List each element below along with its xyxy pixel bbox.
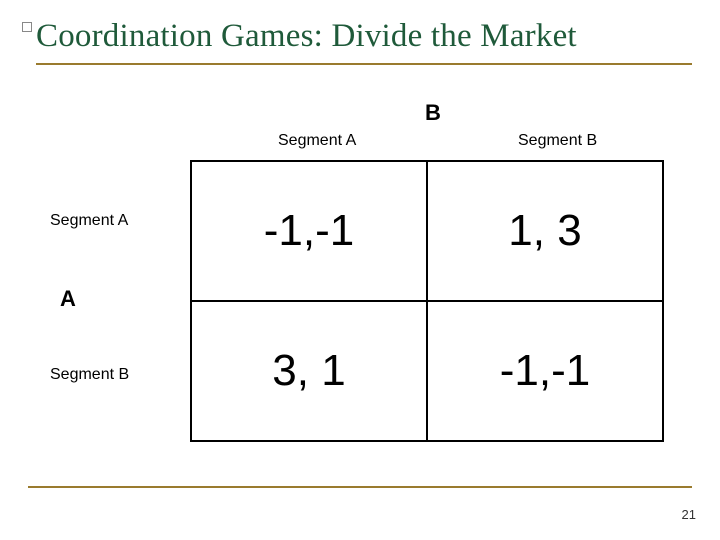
row-header-segment-a: Segment A — [50, 212, 128, 230]
table-row: -1,-1 1, 3 — [191, 161, 663, 301]
column-player-label: B — [425, 100, 441, 126]
page-number: 21 — [682, 507, 696, 522]
title-underline — [36, 63, 692, 65]
payoff-cell: -1,-1 — [191, 161, 427, 301]
payoff-table: -1,-1 1, 3 3, 1 -1,-1 — [190, 160, 664, 442]
title-block: Coordination Games: Divide the Market — [28, 18, 692, 65]
payoff-cell: -1,-1 — [427, 301, 663, 441]
row-header-segment-b: Segment B — [50, 366, 129, 384]
row-player-label: A — [60, 286, 76, 312]
payoff-cell: 3, 1 — [191, 301, 427, 441]
bottom-underline — [28, 486, 692, 488]
table-row: 3, 1 -1,-1 — [191, 301, 663, 441]
slide: Coordination Games: Divide the Market B … — [0, 0, 720, 540]
slide-title: Coordination Games: Divide the Market — [36, 18, 692, 55]
col-header-segment-b: Segment B — [518, 132, 597, 150]
payoff-cell: 1, 3 — [427, 161, 663, 301]
col-header-segment-a: Segment A — [278, 132, 356, 150]
title-accent-square — [22, 22, 32, 32]
